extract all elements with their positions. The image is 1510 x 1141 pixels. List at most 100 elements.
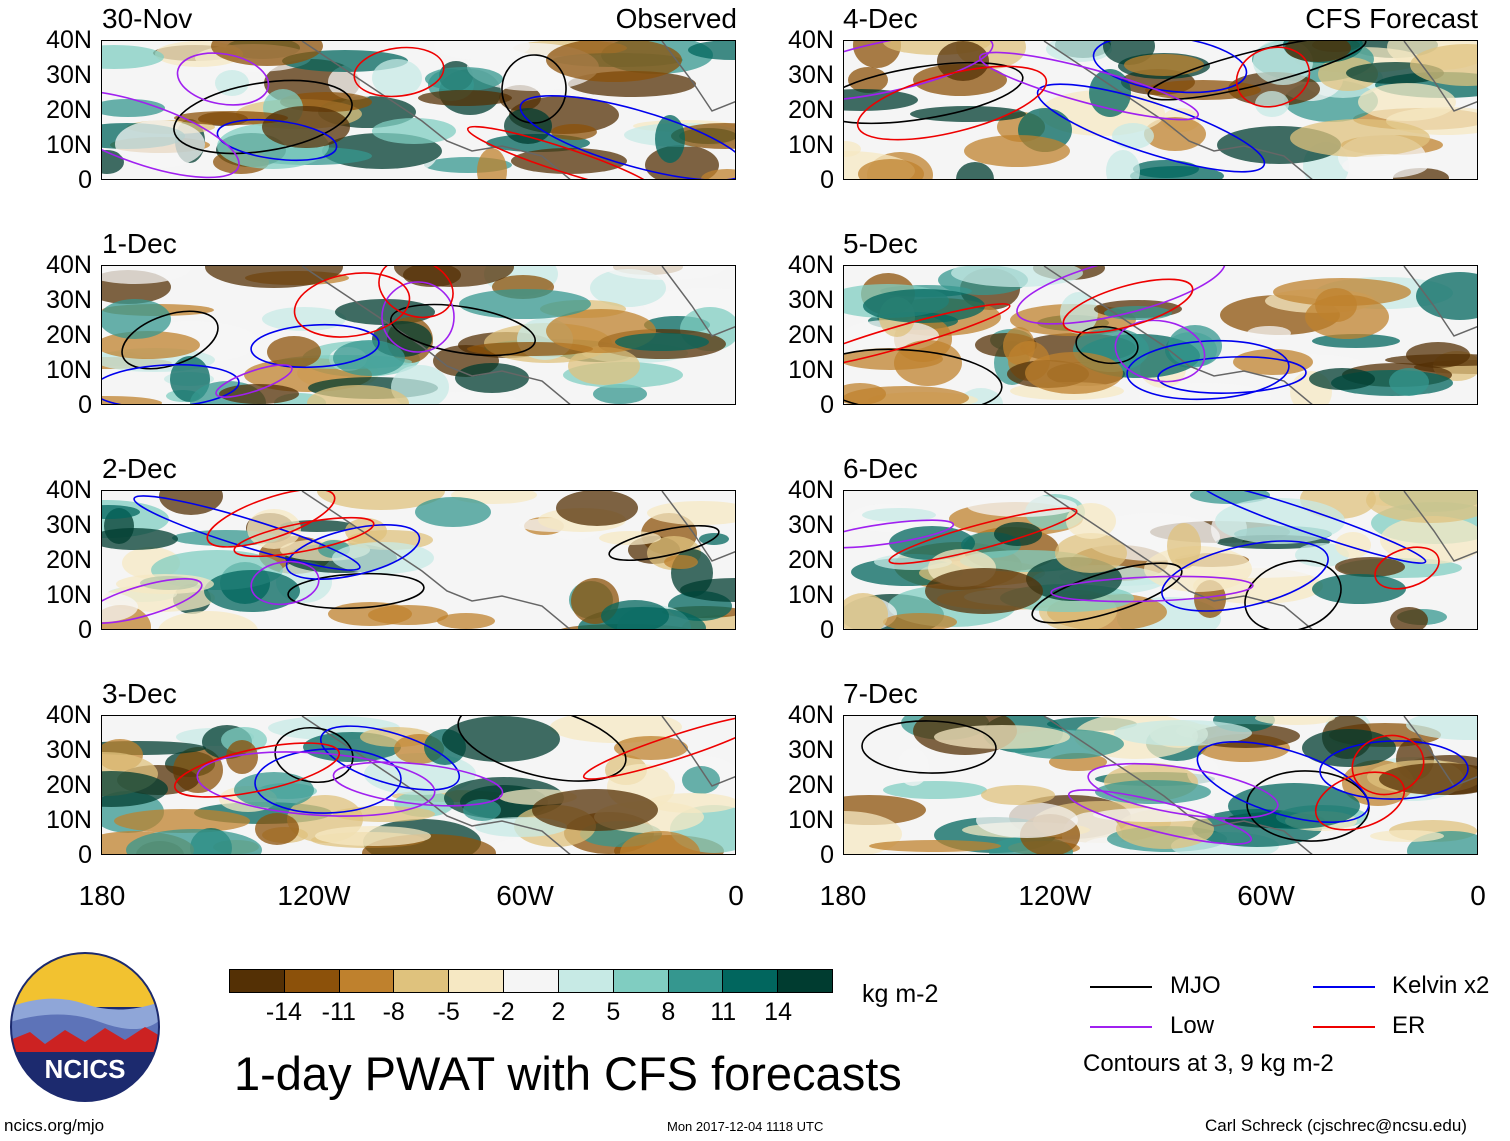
wave-contour: [861, 720, 997, 774]
pwat-blob: [1255, 716, 1335, 725]
pwat-blob: [1255, 91, 1289, 117]
wave-contour: [1319, 740, 1469, 800]
lon-label: 180: [819, 880, 867, 911]
pwat-blob: [102, 45, 164, 69]
pwat-blob: [664, 555, 698, 569]
wave-contour: [1196, 741, 1370, 823]
pwat-blob: [937, 41, 989, 81]
pwat-blob: [372, 118, 456, 144]
wave-contour: [390, 303, 536, 357]
wave-contour: [285, 524, 421, 580]
colorbar-swatch: [504, 970, 559, 992]
map-panel-30-nov: [101, 40, 736, 180]
lat-label: 40N: [788, 701, 834, 729]
ncics-logo-icon: NCICS: [10, 952, 160, 1102]
wave-contour: [844, 348, 1003, 404]
coastline: [1043, 266, 1477, 404]
pwat-blob: [1380, 516, 1477, 564]
wave-contour: [519, 94, 735, 179]
lat-label: 40N: [46, 251, 92, 279]
wave-contour: [844, 61, 1024, 125]
wave-contour: [1147, 41, 1367, 101]
wave-contour: [215, 364, 293, 398]
colorbar-tick-label: 11: [710, 998, 737, 1026]
pwat-anomaly-map: [102, 491, 735, 629]
wave-contour: [1126, 339, 1290, 401]
pwat-blob: [455, 363, 529, 393]
pwat-blob: [615, 333, 709, 351]
pwat-blob: [1095, 780, 1211, 804]
lon-label: 60W: [496, 880, 554, 911]
pwat-blob: [614, 736, 688, 760]
colorbar-tick-label: 14: [764, 998, 792, 1026]
pwat-blob: [1133, 160, 1199, 178]
pwat-blob: [442, 716, 560, 762]
wave-contour: [353, 46, 445, 98]
lat-label: 30N: [788, 511, 834, 539]
pwat-blob: [1106, 150, 1140, 179]
lon-label: 60W: [1237, 880, 1295, 911]
colorbar-tick-label: -2: [492, 998, 515, 1026]
lat-label: 30N: [46, 61, 92, 89]
lon-label: 180: [78, 880, 126, 911]
lat-label: 0: [78, 616, 92, 644]
legend-line-kelvin: [1313, 986, 1375, 988]
pwat-blob: [234, 772, 314, 808]
pwat-blob: [459, 289, 591, 319]
map-panel-6-dec: [843, 490, 1478, 630]
wave-contour: [250, 323, 380, 369]
pwat-blob: [1055, 533, 1127, 573]
coastline: [301, 491, 735, 629]
pwat-blob: [102, 505, 140, 519]
lat-label: 10N: [46, 581, 92, 609]
lon-label: 0: [728, 880, 744, 911]
pwat-blob: [477, 148, 507, 179]
wave-contour: [1199, 491, 1427, 564]
pwat-blob: [956, 162, 994, 179]
pwat-blob: [415, 497, 491, 527]
wave-contour: [1244, 559, 1342, 629]
lon-label: 0: [1470, 880, 1486, 911]
wave-contour: [457, 716, 627, 782]
pwat-blob: [1335, 557, 1405, 577]
wave-contour: [1031, 562, 1183, 624]
colorbar-swatch: [613, 970, 669, 992]
pwat-blob: [1390, 607, 1428, 629]
pwat-blob: [102, 396, 162, 404]
colorbar-tick-label: -8: [382, 998, 405, 1026]
footer-timestamp: Mon 2017-12-04 1118 UTC: [667, 1119, 824, 1134]
colorbar-swatch: [394, 970, 450, 992]
wave-contour: [102, 89, 240, 179]
lat-label: 30N: [46, 286, 92, 314]
pwat-blob: [883, 781, 987, 799]
pwat-anomaly-map: [102, 716, 735, 854]
lat-label: 30N: [788, 286, 834, 314]
pwat-blob: [372, 59, 422, 97]
wave-contour: [206, 491, 336, 548]
pwat-blob: [1410, 44, 1477, 86]
cfs-forecast-label: CFS Forecast: [1305, 3, 1478, 34]
pwat-blob: [551, 124, 597, 140]
pwat-blob: [601, 600, 669, 629]
pwat-blob: [647, 501, 735, 525]
legend-label-er: ER: [1392, 1012, 1426, 1039]
wave-contour: [1246, 770, 1370, 842]
pwat-blob: [114, 809, 250, 833]
map-panel-4-dec: [843, 40, 1478, 180]
lat-label: 40N: [788, 251, 834, 279]
pwat-blob: [1144, 117, 1206, 151]
pwat-anomaly-map: [844, 266, 1477, 404]
pwat-blob: [1290, 119, 1430, 157]
panel-date: 6-Dec: [843, 453, 918, 484]
wave-contour: [1075, 325, 1139, 365]
pwat-blob: [844, 593, 888, 629]
colorbar-tick-label: 5: [606, 998, 621, 1026]
pwat-blob: [976, 802, 1078, 838]
wave-contour: [176, 52, 270, 106]
figure-title: 1-day PWAT with CFS forecasts: [234, 1047, 902, 1100]
colorbar-swatch: [558, 970, 614, 992]
pwat-blob: [102, 150, 124, 174]
panel-date: 4-Dec: [843, 3, 918, 34]
lat-label: 20N: [46, 96, 92, 124]
pwat-blob: [925, 568, 1043, 614]
